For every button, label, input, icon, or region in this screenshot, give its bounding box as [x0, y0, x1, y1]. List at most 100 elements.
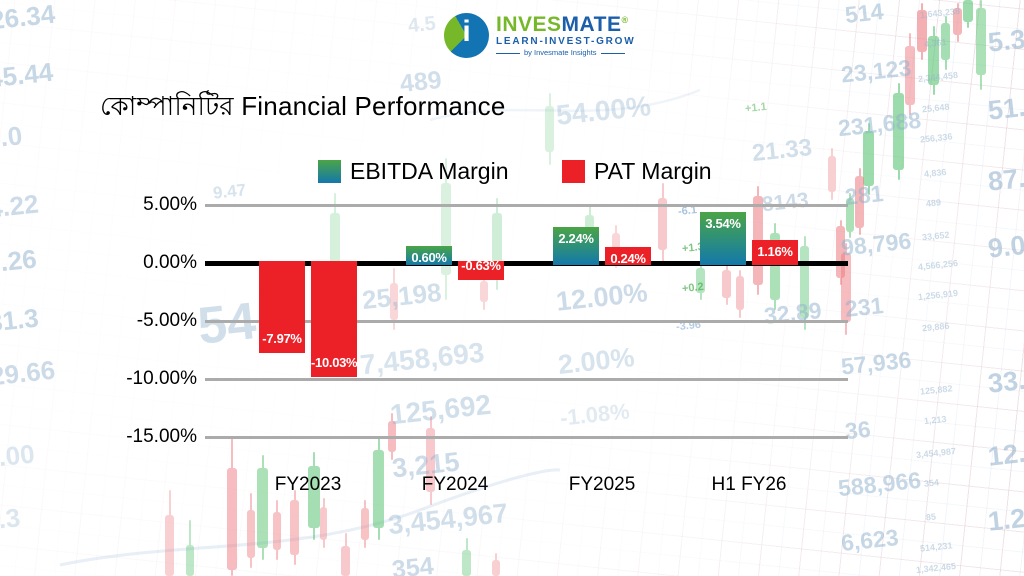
candlestick-body: [492, 213, 502, 272]
candlestick-body: [612, 233, 620, 258]
candlestick-body: [290, 500, 299, 555]
candlestick-body: [722, 270, 731, 298]
logo-letter-i: i: [462, 15, 471, 48]
candlestick-body: [462, 550, 471, 576]
candlestick-wick: [344, 533, 347, 576]
bar-data-label: 0.60%: [411, 250, 447, 266]
candlestick-wick: [334, 193, 336, 320]
bar-pat-h1-fy26: 1.16%: [752, 239, 798, 265]
candlestick-wick: [483, 273, 485, 310]
candlestick-wick: [661, 183, 664, 262]
gridline: [205, 435, 848, 439]
candlestick-wick: [615, 225, 617, 268]
candlestick-wick: [364, 500, 366, 548]
bar-data-label: 3.54%: [705, 215, 741, 231]
candlestick-wick: [739, 270, 741, 318]
bar-ebitda-fy2025: 2.24%: [553, 227, 599, 265]
candlestick-body: [341, 546, 350, 576]
candlestick-wick: [393, 268, 395, 330]
candlestick-body: [905, 46, 915, 105]
chart-title: কোম্পানিটির Financial Performance: [100, 91, 506, 121]
ebitda-legend-label: EBITDA Margin: [350, 158, 509, 184]
invesmate-logo: i INVESMATE® LEARN-INVEST-GROW by Invesm…: [444, 13, 636, 58]
gridline: [205, 319, 848, 323]
candlestick-body: [330, 213, 340, 300]
candlestick-body: [441, 183, 451, 275]
invesmate-logo-icon: i: [444, 13, 489, 58]
candlestick-body: [846, 198, 854, 232]
candlestick-body: [953, 8, 962, 35]
candlestick-wick: [322, 498, 325, 548]
x-axis-label: FY2024: [421, 474, 489, 495]
candlestick-wick: [699, 260, 702, 300]
candlestick-wick: [496, 198, 498, 290]
candlestick-wick: [465, 538, 468, 576]
legend-item-pat: PAT Margin: [562, 160, 712, 183]
candlestick-wick: [429, 416, 432, 505]
bar-data-label: 0.24%: [610, 251, 646, 266]
logo-text-block: INVESMATE® LEARN-INVEST-GROW by Invesmat…: [496, 14, 636, 57]
candlestick-wick: [831, 148, 833, 200]
candlestick-body: [247, 510, 255, 558]
candlestick-body: [800, 246, 809, 318]
candlestick-body: [361, 508, 369, 540]
candlestick-wick: [495, 553, 497, 576]
candlestick-body: [545, 106, 554, 152]
candlestick-body: [855, 176, 864, 228]
brand-byline-text: by Invesmate Insights: [524, 48, 597, 58]
candlestick-wick: [445, 158, 447, 300]
candlestick-body: [480, 281, 488, 302]
bar-ebitda-fy2023: -7.97%: [259, 261, 305, 354]
candlestick-body: [941, 23, 950, 60]
bar-ebitda-fy2024: 0.60%: [406, 246, 452, 265]
candlestick-body: [696, 268, 705, 293]
bar-pat-fy2023: -10.03%: [311, 261, 358, 378]
bar-data-label: -7.97%: [262, 331, 302, 347]
candlestick-body: [976, 8, 986, 75]
candlestick-body: [373, 450, 384, 528]
y-axis-label: -5.00%: [136, 310, 197, 331]
legend-item-ebitda: EBITDA Margin: [318, 160, 509, 183]
candlestick-body: [658, 198, 667, 250]
candlestick-body: [308, 466, 320, 528]
y-axis-label: 5.00%: [143, 194, 197, 215]
bar-data-label: 2.24%: [558, 231, 594, 247]
candlestick-wick: [293, 490, 296, 565]
candlestick-body: [257, 468, 268, 548]
brand-tagline: LEARN-INVEST-GROW: [496, 36, 636, 48]
brand-name-part1: INVES: [496, 13, 562, 37]
candlestick-body: [320, 507, 327, 540]
candlestick-body: [828, 156, 836, 192]
candlestick-wick: [189, 520, 191, 576]
pat-legend-label: PAT Margin: [594, 158, 712, 184]
bar-data-label: 1.16%: [757, 243, 793, 259]
y-axis-label: 0.00%: [143, 252, 197, 273]
candlestick-body: [273, 512, 281, 550]
candlestick-wick: [803, 236, 806, 330]
candlestick-body: [963, 0, 973, 22]
candlestick-wick: [250, 493, 252, 568]
candlestick-body: [928, 36, 939, 85]
bar-ebitda-h1-fy26: 3.54%: [700, 211, 746, 265]
candlestick-body: [863, 131, 874, 186]
candlestick-body: [841, 253, 851, 322]
gridline: [205, 377, 848, 381]
x-axis-label: FY2023: [274, 474, 342, 495]
x-axis-label: FY2025: [568, 474, 636, 495]
brand-name: INVESMATE®: [496, 14, 636, 35]
candlestick-body: [893, 93, 904, 170]
x-axis-label: H1 FY26: [711, 474, 787, 495]
bar-data-label: -10.03%: [311, 355, 358, 371]
bar-pat-fy2024: -0.63%: [458, 258, 504, 281]
candlestick-body: [390, 283, 398, 320]
candlestick-wick: [276, 500, 278, 560]
candlestick-wick: [168, 490, 171, 576]
candlestick-body: [736, 276, 744, 310]
candlestick-body: [186, 545, 194, 576]
candlestick-body: [426, 428, 435, 492]
y-axis-label: -15.00%: [126, 426, 197, 447]
candlestick-body: [227, 468, 237, 570]
